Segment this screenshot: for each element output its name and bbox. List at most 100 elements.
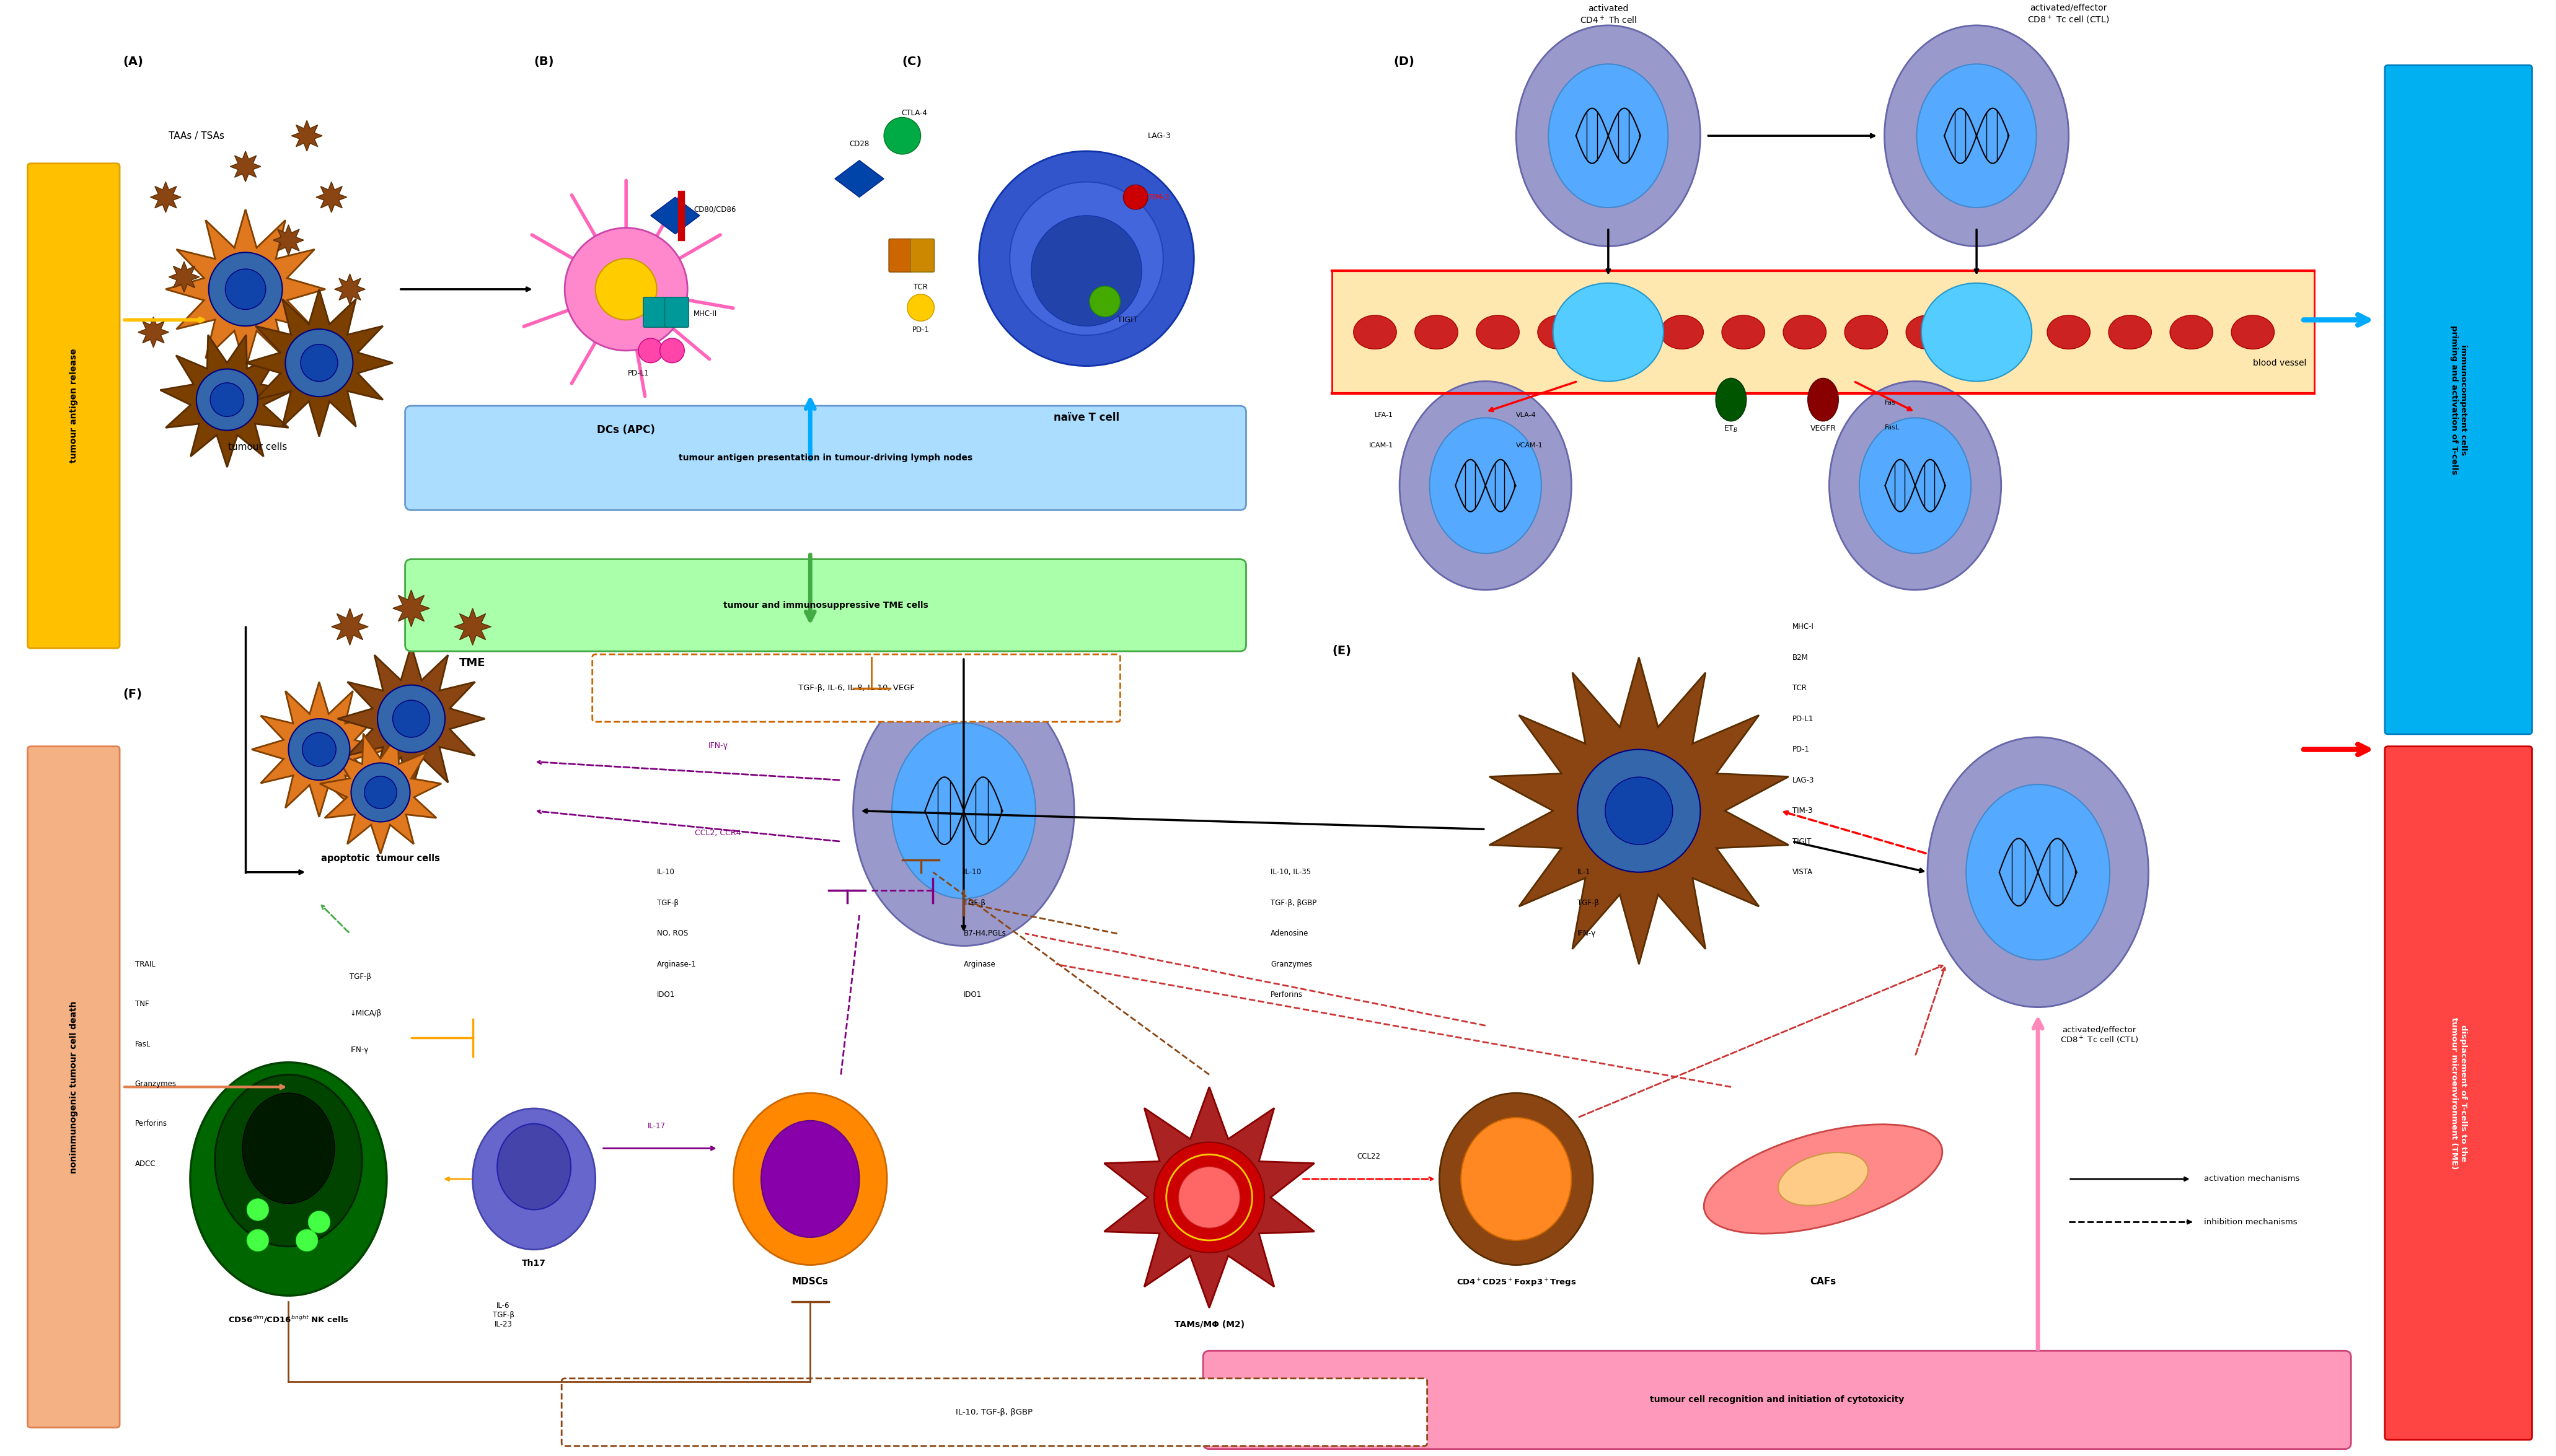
Ellipse shape — [215, 1075, 363, 1246]
FancyBboxPatch shape — [404, 559, 1247, 651]
Polygon shape — [455, 609, 491, 645]
Polygon shape — [337, 645, 486, 792]
Circle shape — [907, 294, 935, 322]
Text: CD28: CD28 — [849, 140, 869, 149]
Text: LAG-3: LAG-3 — [1148, 132, 1171, 140]
Text: TGF-β: TGF-β — [657, 898, 677, 907]
Circle shape — [1089, 287, 1120, 317]
Text: activated/effector
CD8$^+$ Tc cell (CTL): activated/effector CD8$^+$ Tc cell (CTL) — [2060, 1025, 2139, 1045]
FancyBboxPatch shape — [2385, 66, 2533, 734]
Circle shape — [639, 338, 662, 363]
Text: CTLA-4: CTLA-4 — [902, 109, 928, 118]
Ellipse shape — [197, 368, 258, 431]
Ellipse shape — [1477, 316, 1518, 349]
Ellipse shape — [1845, 316, 1886, 349]
Ellipse shape — [302, 344, 337, 381]
Ellipse shape — [1178, 1166, 1240, 1227]
Text: nonimmunogenic tumour cell death: nonimmunogenic tumour cell death — [69, 1000, 79, 1174]
Text: PD-L1: PD-L1 — [629, 368, 649, 377]
FancyBboxPatch shape — [28, 747, 120, 1427]
Text: (F): (F) — [123, 689, 143, 700]
Ellipse shape — [1554, 282, 1664, 381]
Text: Granzymes: Granzymes — [1270, 960, 1311, 968]
Text: Fas: Fas — [1884, 400, 1897, 406]
FancyBboxPatch shape — [593, 654, 1120, 722]
Ellipse shape — [1784, 316, 1825, 349]
Ellipse shape — [1462, 1118, 1572, 1241]
Text: displacement of T-cells to the
tumour microenvironment (TME): displacement of T-cells to the tumour mi… — [2449, 1018, 2467, 1169]
Ellipse shape — [1922, 282, 2032, 381]
Polygon shape — [138, 317, 169, 348]
FancyBboxPatch shape — [910, 239, 935, 272]
Text: ICAM-1: ICAM-1 — [1370, 443, 1393, 448]
Polygon shape — [836, 160, 884, 197]
Ellipse shape — [1927, 737, 2150, 1008]
Polygon shape — [652, 197, 700, 234]
Circle shape — [1122, 185, 1148, 210]
Ellipse shape — [854, 676, 1074, 946]
Text: ↓MICA/β: ↓MICA/β — [350, 1009, 381, 1018]
Polygon shape — [245, 290, 394, 437]
Text: immunocompetent cells
priming and activation of T-cells: immunocompetent cells priming and activa… — [2449, 325, 2467, 475]
Ellipse shape — [1439, 1093, 1592, 1265]
Polygon shape — [169, 262, 199, 293]
Text: FasL: FasL — [1884, 424, 1899, 431]
Ellipse shape — [1153, 1142, 1265, 1252]
Text: IL-6
TGF-β
IL-23: IL-6 TGF-β IL-23 — [493, 1302, 514, 1328]
Text: IFN-γ: IFN-γ — [350, 1045, 368, 1054]
Polygon shape — [394, 590, 429, 626]
Text: TGF-β, βGBP: TGF-β, βGBP — [1270, 898, 1316, 907]
Text: IDO1: IDO1 — [964, 992, 982, 999]
Text: Perforins: Perforins — [1270, 992, 1304, 999]
Text: TIGIT: TIGIT — [1792, 837, 1812, 846]
Polygon shape — [151, 182, 181, 213]
Ellipse shape — [2047, 316, 2091, 349]
Text: TGF-β: TGF-β — [1577, 898, 1600, 907]
Circle shape — [296, 1229, 317, 1251]
FancyBboxPatch shape — [889, 239, 912, 272]
Ellipse shape — [498, 1124, 570, 1210]
Text: Arginase-1: Arginase-1 — [657, 960, 695, 968]
Text: PD-L1: PD-L1 — [1792, 715, 1815, 722]
Text: Perforins: Perforins — [135, 1120, 166, 1128]
Text: VISTA: VISTA — [1792, 868, 1812, 877]
Ellipse shape — [473, 1108, 596, 1249]
Ellipse shape — [2170, 316, 2213, 349]
Polygon shape — [335, 274, 366, 304]
Polygon shape — [1104, 1088, 1314, 1307]
Circle shape — [309, 1211, 330, 1233]
Text: FasL: FasL — [135, 1040, 151, 1048]
Circle shape — [884, 118, 920, 154]
Text: Arginase: Arginase — [964, 960, 997, 968]
Text: TAMs/MΦ (M2): TAMs/MΦ (M2) — [1173, 1321, 1245, 1329]
Ellipse shape — [1830, 381, 2001, 590]
Text: IL-10, IL-35: IL-10, IL-35 — [1270, 868, 1311, 877]
Ellipse shape — [2231, 316, 2275, 349]
Polygon shape — [230, 151, 261, 182]
Polygon shape — [317, 182, 348, 213]
Ellipse shape — [286, 329, 353, 396]
Text: PD-1: PD-1 — [1792, 745, 1810, 753]
Text: tumour antigen release: tumour antigen release — [69, 348, 79, 463]
Ellipse shape — [394, 700, 429, 737]
Ellipse shape — [243, 1093, 335, 1204]
Polygon shape — [273, 224, 304, 255]
Text: (A): (A) — [123, 55, 143, 68]
Text: LFA-1: LFA-1 — [1375, 412, 1393, 418]
Text: Adenosine: Adenosine — [1270, 929, 1309, 938]
Text: (D): (D) — [1393, 55, 1413, 68]
Bar — [1332, 271, 2313, 393]
Text: blood vessel: blood vessel — [2252, 358, 2306, 367]
Text: TCR: TCR — [1792, 684, 1807, 692]
Text: NO, ROS: NO, ROS — [657, 929, 688, 938]
Text: CAFs: CAFs — [1810, 1277, 1835, 1287]
Text: CD4$^+$CD25$^+$Foxp3$^+$Tregs: CD4$^+$CD25$^+$Foxp3$^+$Tregs — [1457, 1277, 1577, 1289]
Ellipse shape — [210, 383, 243, 416]
Ellipse shape — [565, 227, 688, 351]
Text: IL-10: IL-10 — [657, 868, 675, 877]
Text: DCs (APC): DCs (APC) — [598, 424, 654, 435]
Text: naïve T cell: naïve T cell — [1053, 412, 1120, 424]
Ellipse shape — [189, 1063, 386, 1296]
Text: activated/effector
CD8$^+$ Tc cell (CTL): activated/effector CD8$^+$ Tc cell (CTL) — [2027, 3, 2109, 25]
FancyBboxPatch shape — [28, 163, 120, 648]
